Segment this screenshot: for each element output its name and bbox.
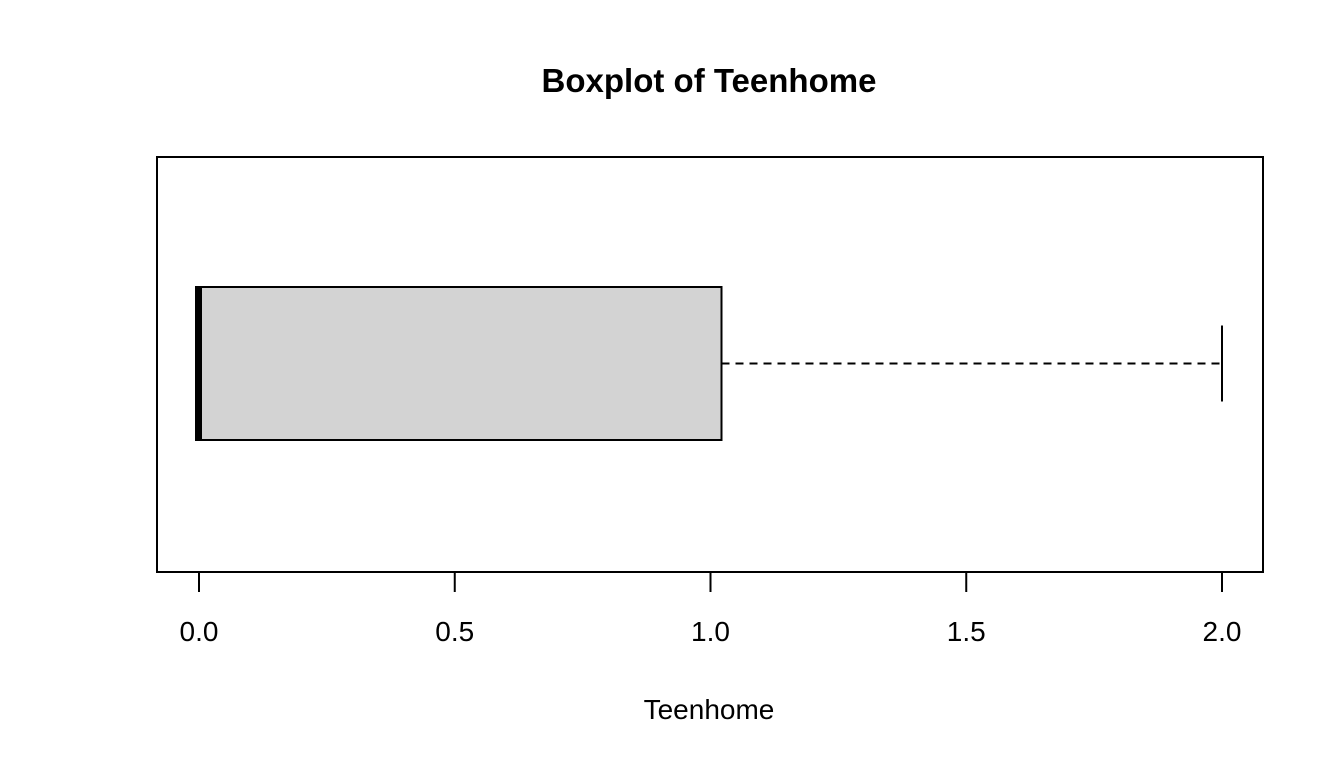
box-iqr xyxy=(195,286,723,441)
x-tick-label: 0.0 xyxy=(180,616,219,647)
box-group xyxy=(195,286,1223,441)
x-tick-label: 1.0 xyxy=(691,616,730,647)
x-axis-label: Teenhome xyxy=(644,694,775,725)
x-tick-label: 2.0 xyxy=(1203,616,1242,647)
x-tick-label: 0.5 xyxy=(435,616,474,647)
x-tick-label: 1.5 xyxy=(947,616,986,647)
x-axis: 0.0 0.5 1.0 1.5 2.0 xyxy=(180,572,1242,647)
chart-title: Boxplot of Teenhome xyxy=(542,62,877,99)
